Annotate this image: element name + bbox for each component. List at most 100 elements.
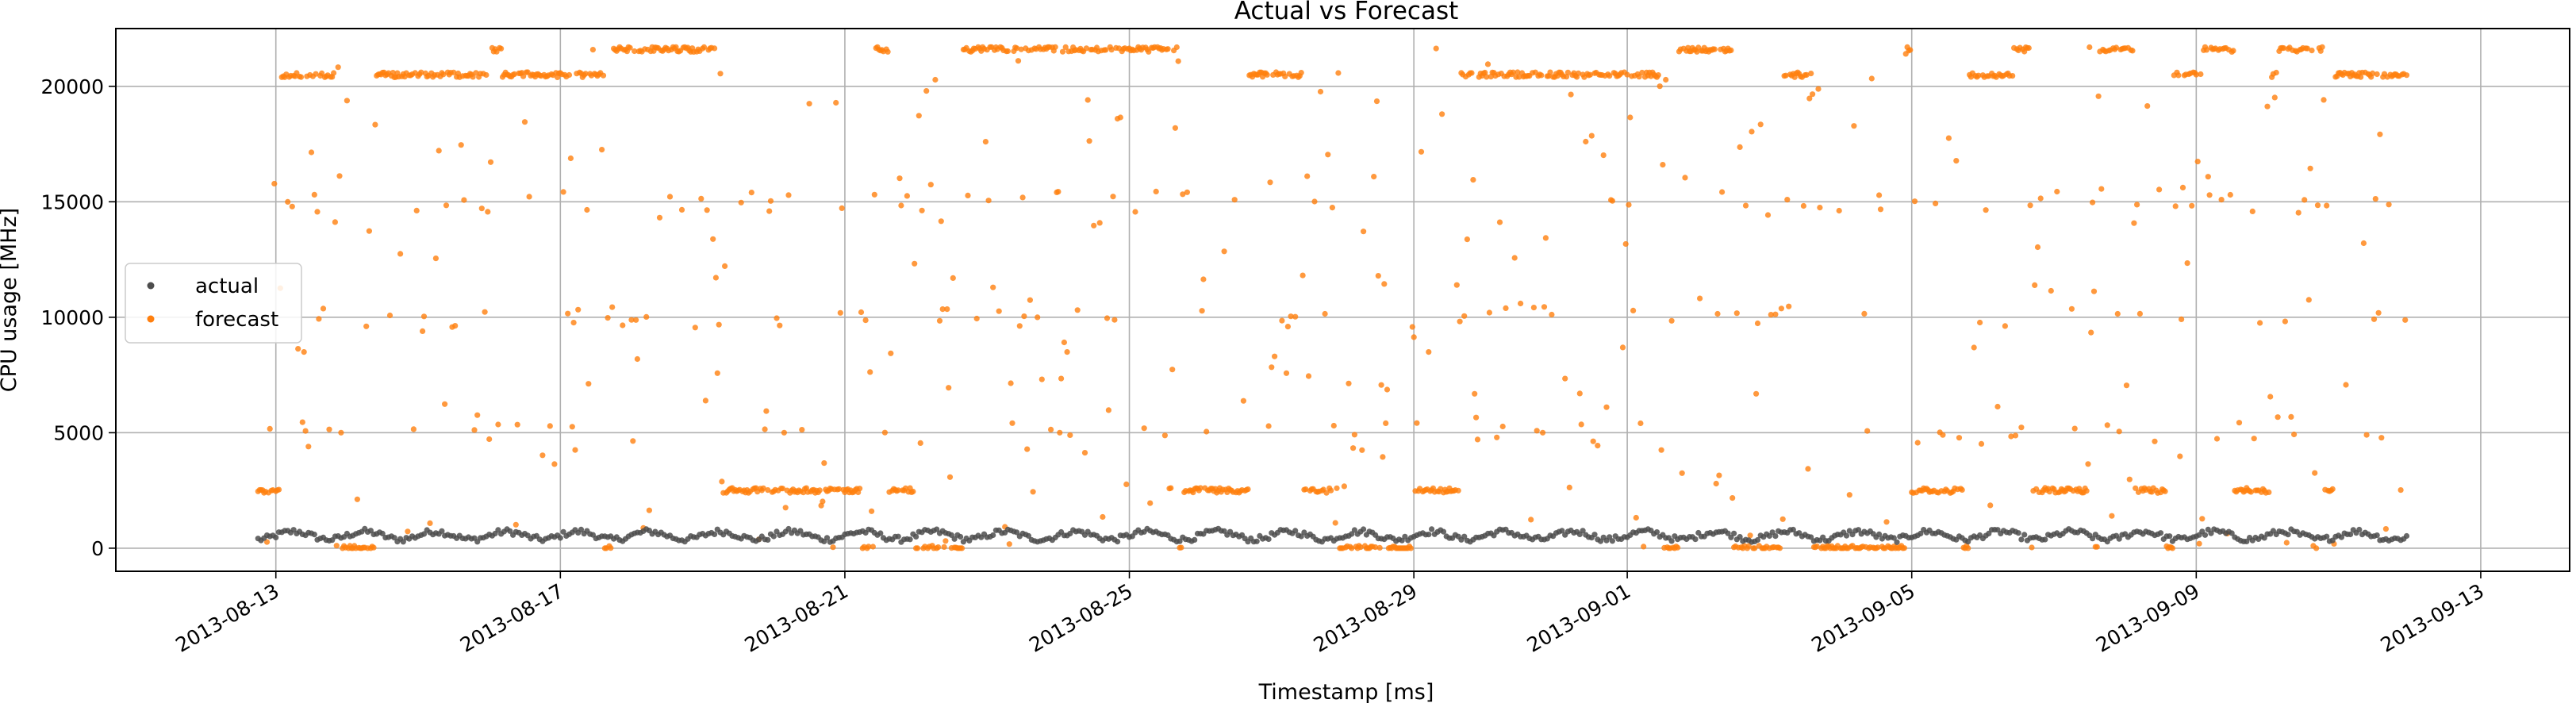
data-point-forecast [413, 207, 420, 213]
data-point-forecast [1805, 466, 1811, 472]
data-point-forecast [1104, 315, 1111, 321]
data-point-forecast [289, 203, 295, 209]
data-point-forecast [1764, 212, 1772, 218]
data-point-forecast [1300, 272, 1306, 279]
data-point-actual [2261, 535, 2267, 541]
data-point-forecast [2012, 432, 2019, 439]
data-point-forecast [927, 182, 934, 188]
data-point-forecast [440, 71, 447, 78]
data-point-forecast [1359, 447, 1365, 453]
data-point-forecast [608, 545, 614, 551]
data-point-forecast [2382, 526, 2389, 532]
data-point-forecast [1784, 197, 1791, 203]
data-point-forecast [1332, 520, 1338, 526]
data-point-forecast [1747, 532, 1753, 539]
data-point-forecast [781, 429, 788, 436]
data-point-forecast [1663, 76, 1669, 83]
data-point-forecast [1609, 198, 1615, 204]
data-point-forecast [763, 408, 770, 414]
data-point-forecast [1484, 74, 1490, 80]
data-point-forecast [1173, 44, 1180, 51]
data-point-forecast [2304, 45, 2310, 52]
data-point-forecast [678, 206, 685, 213]
data-point-forecast [2329, 486, 2336, 493]
data-point-forecast [646, 507, 653, 513]
data-point-forecast [1728, 47, 1734, 53]
data-point-forecast [2305, 297, 2312, 303]
data-point-forecast [1016, 323, 1023, 329]
data-point-forecast [1861, 310, 1868, 317]
data-point-forecast [767, 198, 774, 204]
data-point-forecast [1806, 95, 1813, 102]
data-point-forecast [336, 173, 343, 179]
data-point-forecast [2162, 488, 2168, 494]
data-point-forecast [1975, 72, 1982, 79]
data-point-actual [507, 528, 513, 534]
data-point-forecast [1994, 403, 2001, 410]
data-point-forecast [712, 45, 718, 52]
data-point-forecast [1518, 300, 1524, 307]
data-point-forecast [372, 121, 378, 128]
data-point-forecast [1461, 313, 1468, 319]
data-point-forecast [2156, 186, 2163, 193]
data-point-forecast [1200, 276, 1207, 282]
data-point-forecast [777, 322, 783, 328]
data-point-forecast [420, 328, 426, 334]
data-point-forecast [1911, 198, 1918, 205]
data-point-forecast [944, 306, 950, 313]
data-point-forecast [1146, 48, 1152, 55]
grid [116, 29, 2570, 571]
data-point-forecast [2386, 202, 2392, 208]
data-point-actual [958, 533, 964, 540]
data-point-forecast [461, 197, 467, 203]
data-point-forecast [526, 194, 532, 200]
data-point-forecast [405, 528, 411, 535]
data-point-forecast [560, 189, 566, 195]
x-axis-title: Timestamp [ms] [1258, 680, 1434, 703]
data-point-forecast [835, 486, 843, 492]
data-point-forecast [513, 521, 519, 528]
data-point-forecast [941, 544, 947, 551]
data-point-forecast [2307, 165, 2313, 171]
data-point-forecast [1499, 423, 1506, 430]
data-point-forecast [458, 142, 464, 148]
data-point-forecast [738, 199, 744, 206]
data-point-forecast [1868, 75, 1875, 82]
data-point-forecast [1538, 72, 1545, 79]
data-point-forecast [420, 313, 428, 320]
actual-series [255, 525, 2410, 545]
data-point-forecast [1510, 69, 1516, 75]
data-point-forecast [1800, 202, 1806, 209]
data-point-forecast [2205, 174, 2211, 180]
data-point-forecast [1361, 229, 1367, 235]
data-point-forecast [2094, 544, 2100, 550]
data-point-forecast [1231, 197, 1238, 203]
data-point-forecast [471, 427, 478, 433]
data-point-forecast [881, 429, 888, 436]
data-point-actual [1265, 536, 1272, 543]
forecast-series [255, 44, 2410, 551]
data-point-actual [1349, 531, 1355, 537]
data-point-actual [1855, 527, 1862, 533]
data-point-forecast [584, 206, 590, 213]
data-point-forecast [2029, 544, 2035, 551]
data-point-forecast [1836, 207, 1842, 214]
data-point-forecast [2360, 240, 2367, 247]
data-point-forecast [285, 198, 291, 205]
data-point-actual [1725, 530, 1731, 536]
data-point-forecast [1305, 373, 1312, 379]
data-point-forecast [1595, 443, 1601, 449]
data-point-forecast [1059, 48, 1066, 55]
data-point-forecast [1279, 317, 1285, 324]
data-point-forecast [1371, 174, 1377, 180]
data-point-actual [379, 530, 386, 537]
data-point-forecast [1564, 69, 1571, 75]
data-point-forecast [313, 71, 319, 77]
data-point-forecast [938, 218, 944, 225]
data-point-forecast [335, 64, 341, 71]
data-point-forecast [298, 74, 305, 80]
data-point-forecast [2177, 453, 2183, 459]
data-point-forecast [1372, 544, 1379, 551]
data-point-forecast [1349, 545, 1355, 551]
data-point-forecast [514, 421, 520, 428]
